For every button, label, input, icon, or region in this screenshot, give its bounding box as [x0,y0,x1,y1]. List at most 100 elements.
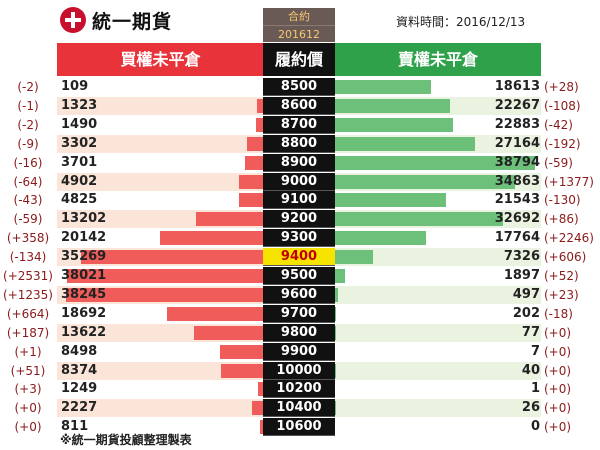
strike-row-9700: (+664) 18692 9700 202 (-18) [0,304,600,323]
strike-price: 8600 [263,96,335,115]
put-oi-change: (-108) [544,98,581,113]
put-oi-change: (+1377) [544,174,594,189]
put-oi-value: 40 [521,362,540,378]
strike-price: 9400 [263,248,335,267]
put-oi-value: 26 [521,400,540,416]
strike-row-9900: (+1) 8498 9900 7 (+0) [0,342,600,361]
call-oi-bar [256,117,264,132]
strike-price: 8900 [263,153,335,172]
put-oi-value: 38794 [494,154,540,170]
put-oi-change: (+606) [544,250,587,265]
put-oi-bar [335,80,431,94]
put-oi-change: (+52) [544,269,579,283]
put-oi-change: (+86) [544,212,579,227]
put-oi-value: 1 [530,381,540,397]
call-oi-value: 13622 [61,324,107,340]
call-oi-bar [220,344,264,359]
call-oi-change: (-43) [13,193,43,208]
strike-row-9300: (+358) 20142 9300 17764 (+2246) [0,229,600,248]
strike-row-10400: (+0) 2227 10400 26 (+0) [0,399,600,418]
call-oi-value: 1490 [61,116,98,132]
call-oi-change: (+664) [6,306,50,321]
strike-price: 9300 [263,229,335,248]
call-oi-header: 買權未平倉 [57,43,264,76]
strike-price: 10000 [263,361,335,380]
put-oi-change: (-192) [544,136,581,151]
call-oi-bar [159,231,264,246]
call-oi-bar [167,306,264,321]
strike-price: 9100 [263,191,335,210]
strike-price: 10200 [263,380,335,399]
strike-price: 9700 [263,304,335,323]
call-oi-change: (+0) [14,401,42,416]
put-oi-bar [335,193,446,208]
strike-row-9500: (+2531) 38021 9500 1897 (+52) [0,267,600,285]
call-oi-value: 811 [61,419,89,435]
call-oi-bar [257,98,264,113]
call-oi-value: 38021 [61,268,107,283]
put-oi-value: 34863 [494,173,540,189]
brand-logo: 統一期貨 [60,6,172,34]
call-row-bg [57,134,264,153]
put-oi-change: (+0) [544,325,572,340]
strike-row-10600: (+0) 811 10600 0 (+0) [0,418,600,437]
strike-row-9000: (-64) 4902 9000 34863 (+1377) [0,172,600,191]
source-note: ※統一期貨投顧整理製表 [60,433,192,447]
strike-price: 9900 [263,342,335,361]
call-oi-value: 1249 [61,381,98,397]
call-oi-bar [238,174,264,189]
call-oi-value: 38245 [61,286,107,302]
call-oi-bar [259,420,264,435]
strike-price: 10600 [263,418,335,437]
call-oi-change: (+1) [14,344,42,359]
call-oi-value: 4825 [61,192,98,208]
put-oi-bar [335,306,337,321]
strike-row-10000: (+51) 8374 10000 40 (+0) [0,361,600,380]
put-oi-bar [335,231,427,246]
put-oi-bar [335,287,338,302]
call-oi-bar [67,269,264,283]
call-oi-change: (-64) [13,174,43,189]
call-oi-value: 8374 [61,362,98,378]
put-oi-change: (-130) [544,193,581,208]
put-oi-change: (-42) [544,117,573,132]
call-oi-bar [193,325,264,340]
put-oi-value: 18613 [494,79,540,94]
call-oi-change: (+358) [6,231,50,246]
strike-price: 9500 [263,267,335,285]
put-oi-bar [335,269,345,283]
put-oi-bar [335,174,515,189]
strike-row-9400: (-134) 35269 9400 7326 (+606) [0,248,600,267]
strike-price: 8700 [263,115,335,134]
call-oi-bar [244,155,264,170]
contract-box: 合約 201612 [263,8,335,42]
call-oi-value: 1323 [61,97,98,113]
strike-row-8900: (-16) 3701 8900 38794 (-59) [0,153,600,172]
put-oi-change: (+0) [544,363,572,378]
call-oi-change: (+0) [14,420,42,435]
strike-price: 9200 [263,210,335,229]
put-row-bg [335,248,541,267]
put-row-bg [335,361,541,380]
data-timestamp: 資料時間：2016/12/13 [396,15,526,29]
call-oi-change: (+2531) [3,269,53,283]
call-oi-value: 13202 [61,211,107,227]
put-oi-change: (+0) [544,382,572,397]
call-oi-change: (-2) [17,80,39,94]
call-row-bg [57,96,264,115]
strike-row-8700: (-2) 1490 8700 22883 (-42) [0,115,600,134]
call-oi-value: 2227 [61,400,98,416]
call-oi-bar [257,382,264,397]
strike-header: 履約價 [263,43,335,76]
call-oi-change: (+51) [10,363,46,378]
strike-price: 8800 [263,134,335,153]
call-oi-bar [246,136,264,151]
strike-price: 9000 [263,172,335,191]
put-oi-change: (-59) [544,155,573,170]
strike-row-9600: (+1235) 38245 9600 497 (+23) [0,285,600,304]
call-oi-value: 3302 [61,135,98,151]
put-oi-change: (+0) [544,420,572,435]
call-row-bg [57,172,264,191]
logo-text: 統一期貨 [92,10,173,33]
put-oi-change: (+2246) [544,231,594,246]
